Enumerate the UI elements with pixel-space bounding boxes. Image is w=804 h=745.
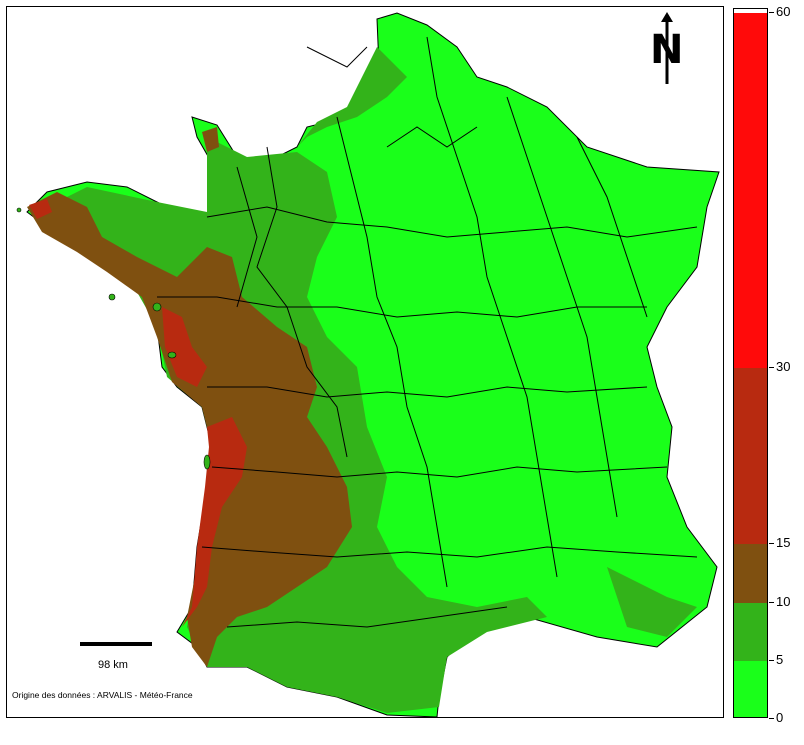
legend-label: 15 xyxy=(776,535,791,550)
legend-band-10-15 xyxy=(734,544,767,603)
zone-5-10-south xyxy=(607,567,697,637)
north-arrow-icon xyxy=(661,12,673,84)
legend-label: 10 xyxy=(776,594,791,609)
legend-label: 60 xyxy=(776,4,791,19)
zone-10-15-north xyxy=(202,127,219,152)
legend-label: 0 xyxy=(776,710,784,725)
map-frame xyxy=(6,6,724,718)
scale-label: 98 km xyxy=(98,659,128,671)
zone-5-10-north xyxy=(297,47,407,147)
france-map xyxy=(16,12,720,717)
color-legend xyxy=(733,8,768,718)
legend-tick xyxy=(769,718,774,719)
legend-tick xyxy=(769,602,774,603)
legend-band-30-60 xyxy=(734,13,767,368)
legend-tick xyxy=(769,367,774,368)
legend-label: 30 xyxy=(776,359,791,374)
north-label: N xyxy=(650,27,684,73)
legend-tick xyxy=(769,660,774,661)
data-credits: Origine des données : ARVALIS - Météo-Fr… xyxy=(12,690,193,700)
zone-15-30-coast xyxy=(182,417,247,627)
legend-tick xyxy=(769,12,774,13)
legend-tick xyxy=(769,543,774,544)
scale-bar xyxy=(80,642,152,646)
legend-band-0-5 xyxy=(734,661,767,717)
legend-band-15-30 xyxy=(734,368,767,544)
legend-label: 5 xyxy=(776,652,784,667)
legend-band-5-10 xyxy=(734,603,767,661)
zone-10-15-brittany xyxy=(27,192,352,667)
department-borders xyxy=(157,36,698,628)
zone-15-30-finistere xyxy=(29,199,52,219)
zone-15-30-vendee xyxy=(162,307,207,387)
coastal-islands xyxy=(16,207,211,470)
